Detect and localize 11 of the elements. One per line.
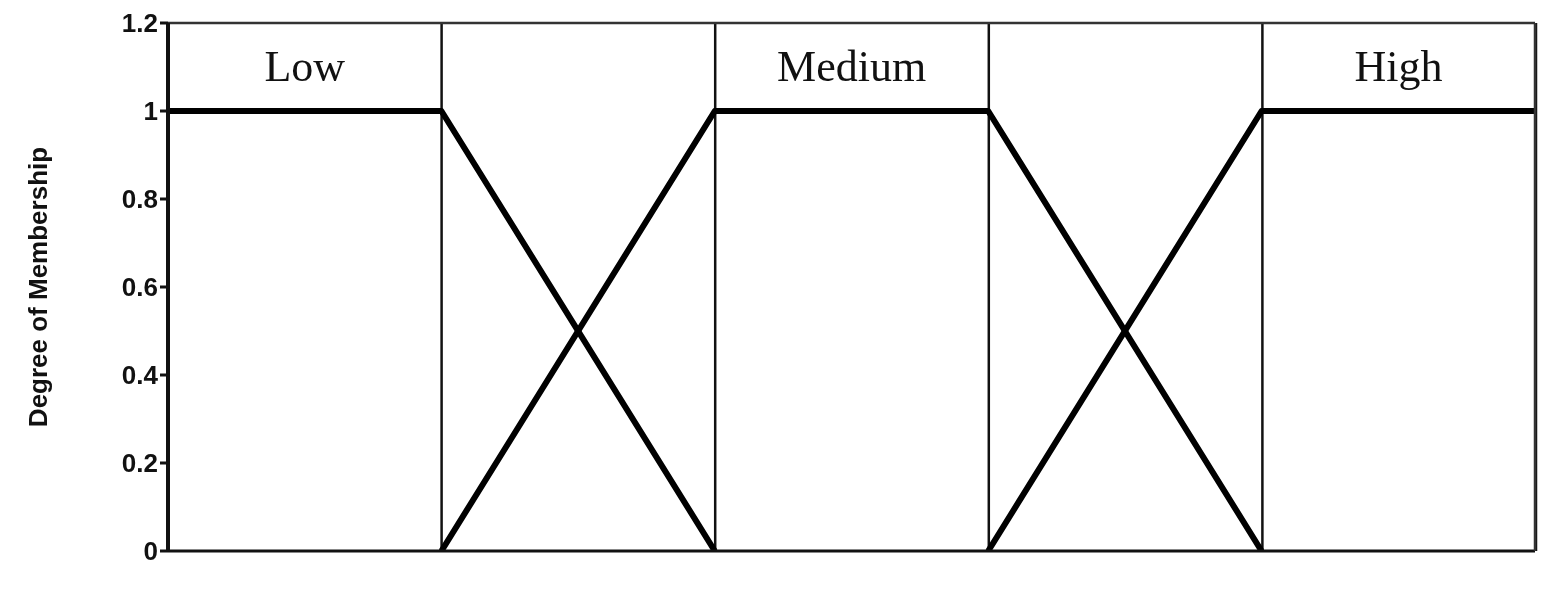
y-tick-label: 0 bbox=[143, 536, 158, 567]
series-label: Medium bbox=[777, 42, 927, 92]
y-tick-label: 0.2 bbox=[121, 448, 158, 479]
series-label: Low bbox=[264, 42, 346, 92]
y-axis-title: Degree of Membership bbox=[23, 146, 54, 428]
y-tick-label: 0.4 bbox=[121, 360, 159, 391]
y-tick-label: 1.2 bbox=[121, 8, 158, 39]
y-tick-label: 1 bbox=[143, 96, 158, 127]
y-tick-label: 0.8 bbox=[121, 184, 158, 215]
y-tick-label: 0.6 bbox=[121, 272, 158, 303]
series-label: High bbox=[1354, 42, 1443, 92]
